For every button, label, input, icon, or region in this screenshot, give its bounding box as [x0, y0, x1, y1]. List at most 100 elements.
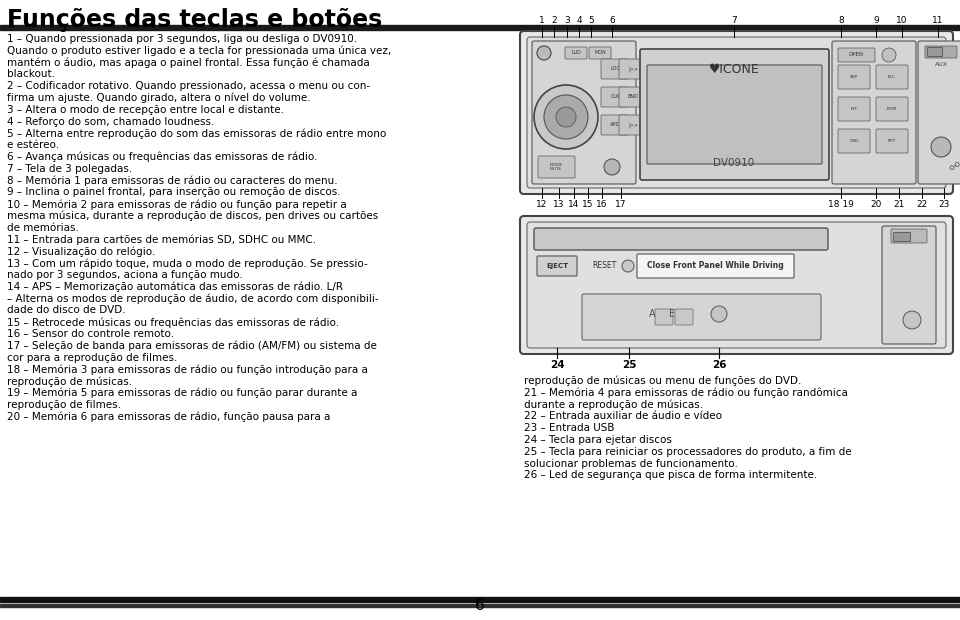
Text: LOC: LOC [611, 66, 620, 71]
Text: 7 – Tela de 3 polegadas.: 7 – Tela de 3 polegadas. [7, 164, 132, 174]
FancyBboxPatch shape [832, 41, 916, 184]
Text: 19 – Memória 5 para emissoras de rádio ou função parar durante a: 19 – Memória 5 para emissoras de rádio o… [7, 388, 357, 399]
Text: 8 – Memória 1 para emissoras de rádio ou caracteres do menu.: 8 – Memória 1 para emissoras de rádio ou… [7, 175, 338, 186]
FancyBboxPatch shape [619, 87, 647, 107]
Text: 15 – Retrocede músicas ou frequências das emissoras de rádio.: 15 – Retrocede músicas ou frequências da… [7, 317, 339, 328]
FancyBboxPatch shape [601, 87, 629, 107]
Circle shape [534, 85, 598, 149]
Text: e estéreo.: e estéreo. [7, 140, 60, 150]
FancyBboxPatch shape [675, 309, 693, 325]
FancyBboxPatch shape [601, 59, 629, 79]
Text: 24 – Tecla para ejetar discos: 24 – Tecla para ejetar discos [524, 435, 672, 445]
Text: 8: 8 [838, 16, 844, 25]
FancyBboxPatch shape [582, 294, 821, 340]
FancyBboxPatch shape [838, 65, 870, 89]
Text: 14 – APS – Memorização automática das emissoras de rádio. L/R: 14 – APS – Memorização automática das em… [7, 282, 343, 292]
FancyBboxPatch shape [647, 65, 822, 164]
Bar [0, 604, 960, 607]
Text: 6: 6 [475, 598, 485, 613]
Text: LUD: LUD [571, 50, 581, 56]
Text: 3 – Altera o modo de recepção entre local e distante.: 3 – Altera o modo de recepção entre loca… [7, 105, 284, 115]
FancyBboxPatch shape [520, 216, 953, 354]
Text: INT: INT [851, 107, 857, 111]
Text: 4: 4 [576, 16, 582, 25]
FancyBboxPatch shape [918, 41, 960, 184]
Text: 14: 14 [568, 200, 580, 209]
Text: SKP: SKP [850, 75, 858, 79]
FancyBboxPatch shape [637, 254, 794, 278]
FancyBboxPatch shape [838, 129, 870, 153]
Text: RPT: RPT [888, 139, 896, 143]
FancyBboxPatch shape [838, 48, 875, 62]
Text: 16 – Sensor do controle remoto.: 16 – Sensor do controle remoto. [7, 329, 174, 339]
Text: 17: 17 [615, 200, 627, 209]
FancyBboxPatch shape [927, 48, 943, 56]
Text: |>>: |>> [628, 122, 638, 128]
Circle shape [711, 306, 727, 322]
Text: 1: 1 [540, 16, 545, 25]
Circle shape [622, 260, 634, 272]
FancyBboxPatch shape [589, 47, 611, 59]
Text: 16: 16 [596, 200, 608, 209]
Text: Close Front Panel While Driving: Close Front Panel While Driving [647, 262, 783, 270]
Bar [0, 25, 960, 30]
Text: 18 19: 18 19 [828, 200, 854, 209]
Text: 25: 25 [622, 360, 636, 370]
Text: reprodução de músicas ou menu de funções do DVD.: reprodução de músicas ou menu de funções… [524, 376, 802, 386]
Circle shape [931, 137, 951, 157]
Text: 22: 22 [917, 200, 927, 209]
Text: 2 – Codificador rotativo. Quando pressionado, acessa o menu ou con-: 2 – Codificador rotativo. Quando pressio… [7, 81, 371, 91]
Text: ROM: ROM [887, 107, 897, 111]
FancyBboxPatch shape [619, 115, 647, 135]
Text: E: E [669, 309, 675, 319]
Text: blackout.: blackout. [7, 69, 55, 79]
Text: cor para a reprodução de filmes.: cor para a reprodução de filmes. [7, 353, 178, 363]
Text: 7: 7 [732, 16, 737, 25]
Text: |>>: |>> [628, 66, 638, 72]
Text: 12 – Visualização do relógio.: 12 – Visualização do relógio. [7, 246, 156, 257]
Text: 3: 3 [564, 16, 570, 25]
FancyBboxPatch shape [838, 97, 870, 121]
Text: – Alterna os modos de reprodução de áudio, de acordo com disponibili-: – Alterna os modos de reprodução de áudi… [7, 294, 378, 304]
Text: ☍: ☍ [948, 162, 960, 172]
FancyBboxPatch shape [527, 37, 946, 188]
Circle shape [882, 48, 896, 62]
Text: FLC: FLC [888, 75, 896, 79]
Circle shape [604, 159, 620, 175]
Text: APS: APS [611, 123, 620, 128]
FancyBboxPatch shape [891, 229, 927, 243]
FancyBboxPatch shape [876, 97, 908, 121]
Text: mesma música, durante a reprodução de discos, pen drives ou cartões: mesma música, durante a reprodução de di… [7, 211, 378, 221]
Text: MODE
MUTE: MODE MUTE [549, 162, 563, 171]
Text: reprodução de filmes.: reprodução de filmes. [7, 400, 121, 410]
Text: 4 – Reforço do som, chamado loudness.: 4 – Reforço do som, chamado loudness. [7, 117, 214, 126]
Text: 1 – Quando pressionada por 3 segundos, liga ou desliga o DV0910.: 1 – Quando pressionada por 3 segundos, l… [7, 34, 357, 44]
Text: Quando o produto estiver ligado e a tecla for pressionada uma única vez,: Quando o produto estiver ligado e a tecl… [7, 46, 392, 56]
FancyBboxPatch shape [925, 46, 957, 58]
Text: 25 – Tecla para reiniciar os processadores do produto, a fim de: 25 – Tecla para reiniciar os processador… [524, 447, 852, 457]
Text: OPEN: OPEN [849, 53, 863, 58]
Text: mantém o áudio, mas apaga o painel frontal. Essa função é chamada: mantém o áudio, mas apaga o painel front… [7, 58, 370, 68]
Text: nado por 3 segundos, aciona a função mudo.: nado por 3 segundos, aciona a função mud… [7, 270, 243, 280]
Text: 18 – Memória 3 para emissoras de rádio ou função introdução para a: 18 – Memória 3 para emissoras de rádio o… [7, 365, 368, 375]
FancyBboxPatch shape [532, 41, 636, 184]
Text: A: A [649, 309, 656, 319]
Text: BND: BND [628, 94, 638, 99]
Text: MON: MON [594, 50, 606, 56]
Text: 5 – Alterna entre reprodução do som das emissoras de rádio entre mono: 5 – Alterna entre reprodução do som das … [7, 128, 386, 139]
Text: 17 – Seleção de banda para emissoras de rádio (AM/FM) ou sistema de: 17 – Seleção de banda para emissoras de … [7, 341, 377, 352]
Text: 23: 23 [938, 200, 949, 209]
Text: OSD: OSD [850, 139, 858, 143]
FancyBboxPatch shape [537, 256, 577, 276]
FancyBboxPatch shape [894, 232, 910, 242]
Text: 11: 11 [932, 16, 944, 25]
Bar [0, 597, 960, 602]
Text: 10 – Memória 2 para emissoras de rádio ou função para repetir a: 10 – Memória 2 para emissoras de rádio o… [7, 199, 347, 210]
Text: de memórias.: de memórias. [7, 223, 79, 232]
Text: DV0910: DV0910 [713, 158, 755, 168]
Text: 21 – Memória 4 para emissoras de rádio ou função randômica: 21 – Memória 4 para emissoras de rádio o… [524, 388, 848, 398]
FancyBboxPatch shape [876, 129, 908, 153]
Circle shape [544, 95, 588, 139]
Text: 2: 2 [551, 16, 557, 25]
Text: CLK: CLK [611, 94, 620, 99]
